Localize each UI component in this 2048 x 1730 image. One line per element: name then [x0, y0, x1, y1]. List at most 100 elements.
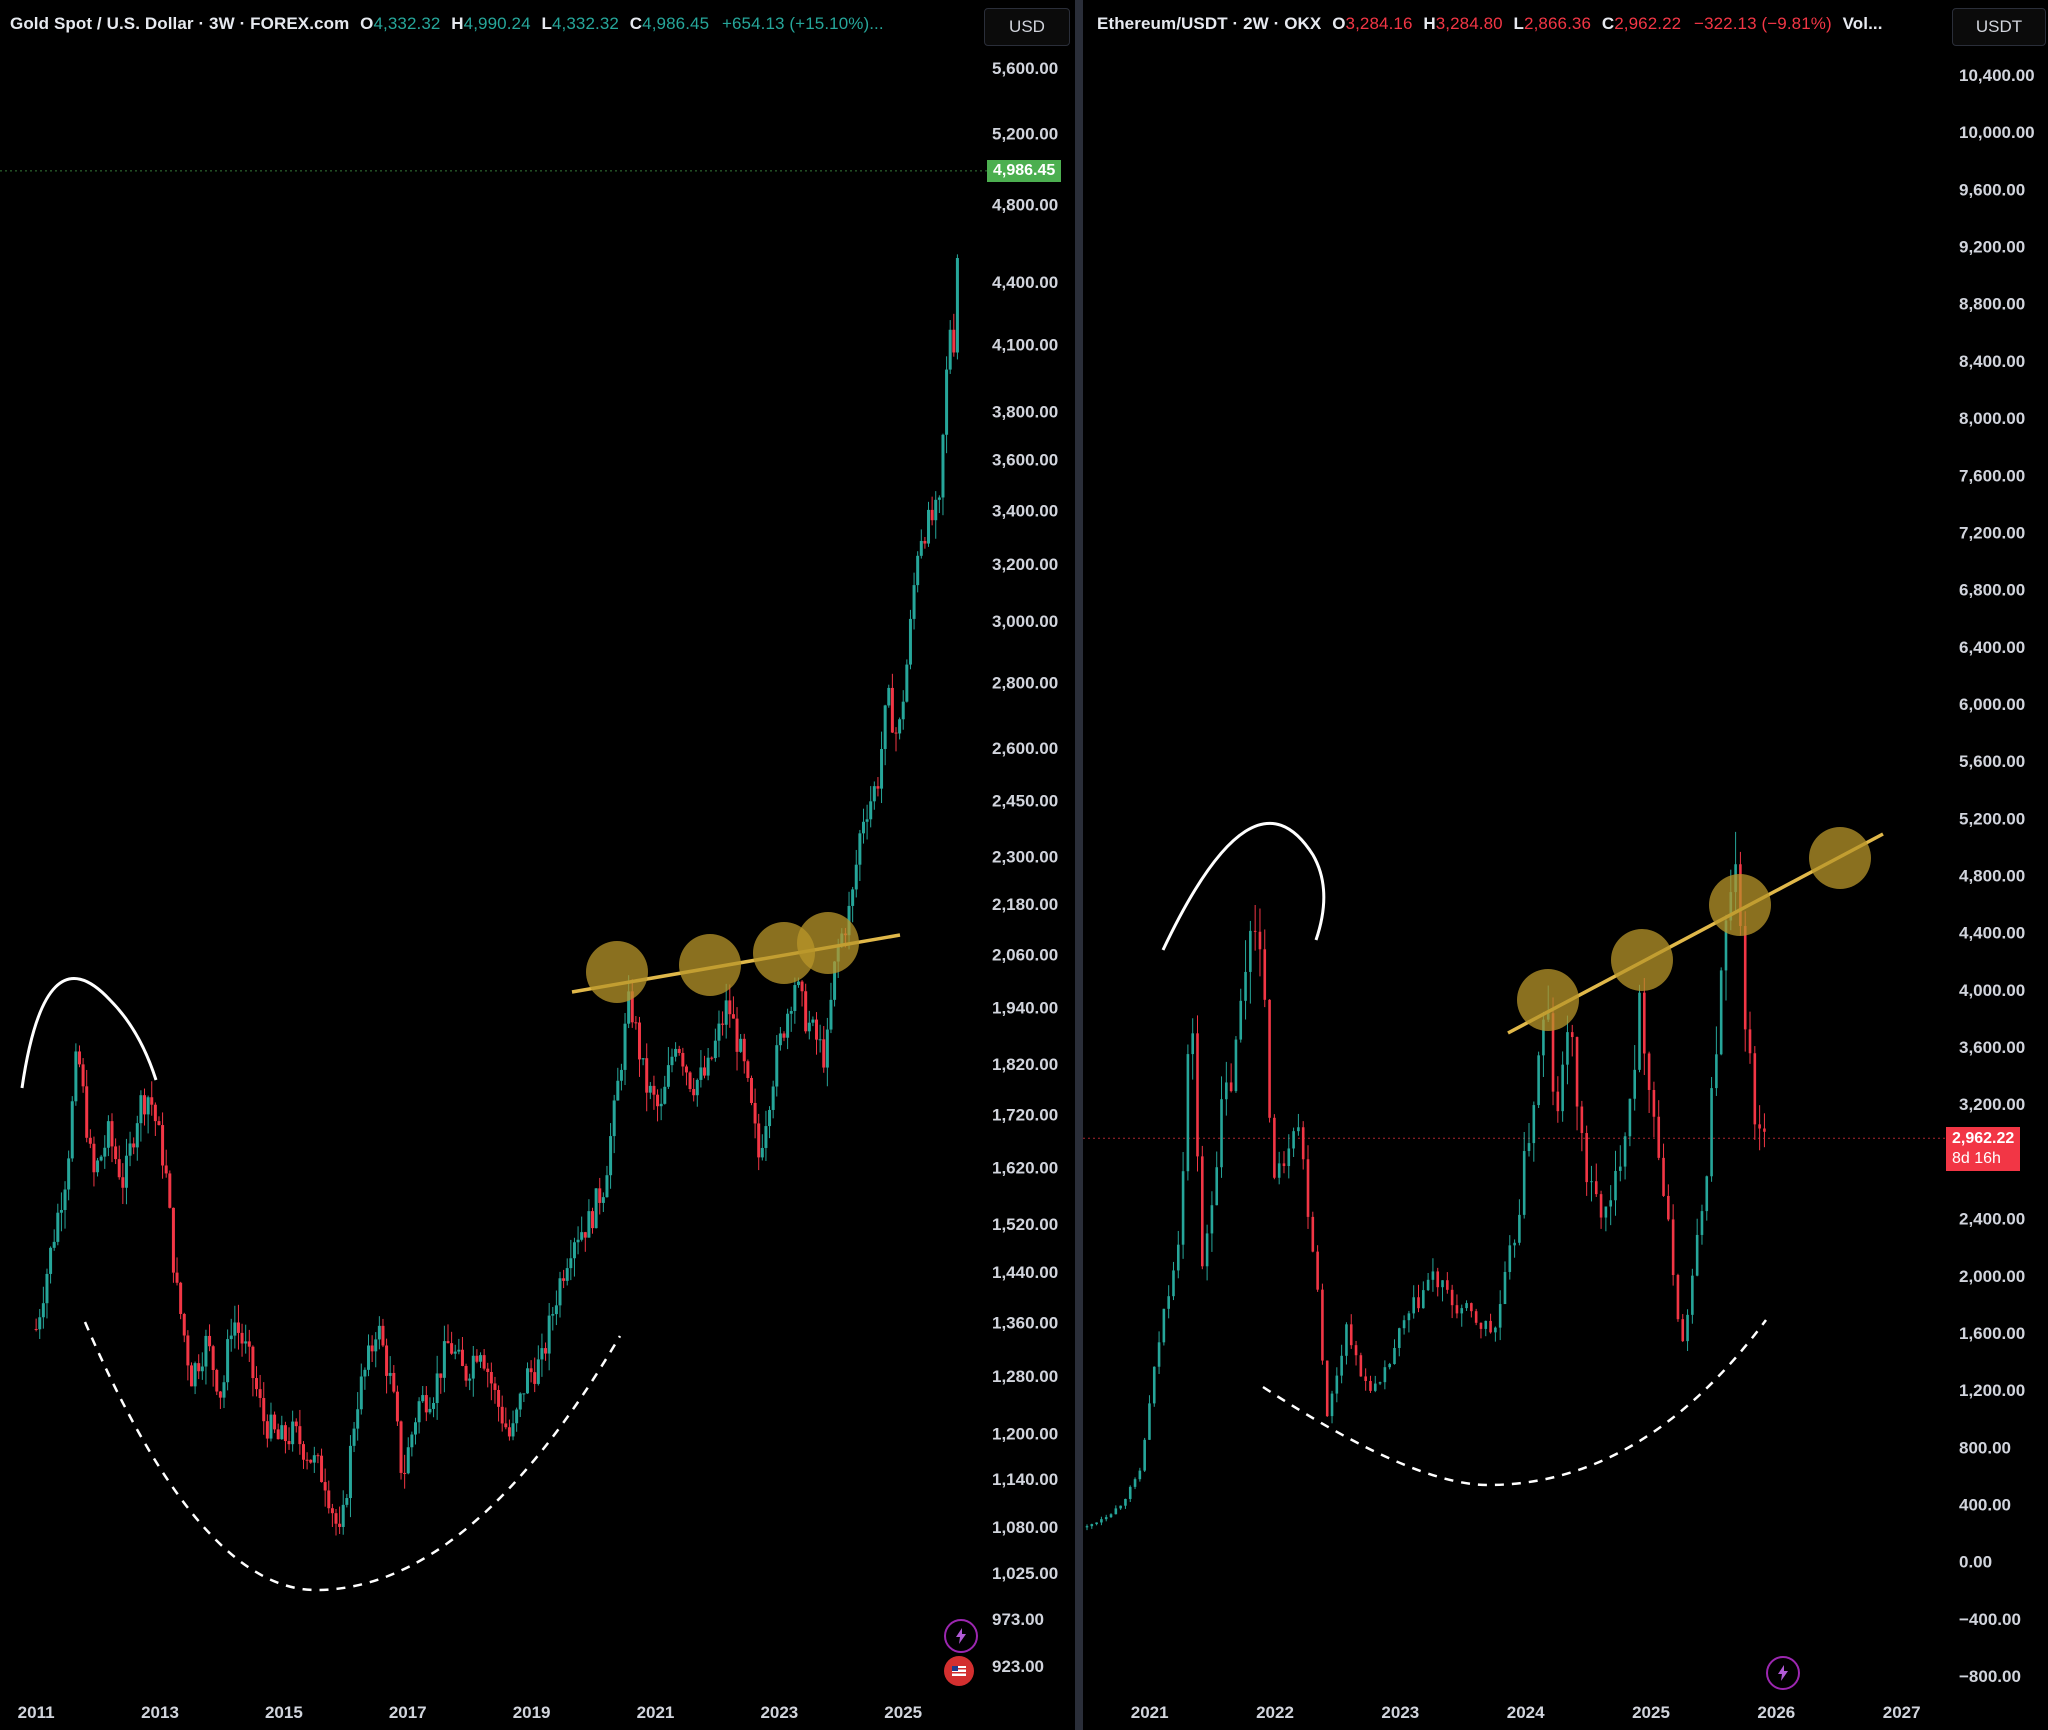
candle-body: [1618, 1166, 1622, 1171]
gold-currency-button[interactable]: USD: [984, 8, 1070, 46]
candle-body: [1753, 1053, 1757, 1125]
candle-body: [67, 1158, 71, 1190]
eth-volume-label: Vol...: [1842, 14, 1883, 33]
candle-body: [489, 1371, 493, 1384]
candle-body: [1388, 1364, 1391, 1368]
candle-body: [1748, 1029, 1752, 1054]
candle-body: [941, 434, 945, 498]
candle-body: [215, 1369, 219, 1392]
y-axis-tick-label: 5,600.00: [992, 59, 1058, 78]
candle-body: [825, 1029, 829, 1068]
candle-body: [41, 1303, 45, 1318]
candle-body: [175, 1272, 179, 1283]
candle-body: [1191, 1033, 1194, 1055]
y-axis-tick-label: 4,400.00: [992, 273, 1058, 292]
y-axis-tick-label: 3,200.00: [992, 555, 1058, 574]
candle-body: [45, 1273, 49, 1304]
eth-currency-button[interactable]: USDT: [1952, 8, 2046, 46]
candle-body: [1743, 925, 1747, 1030]
eth-legend: Ethereum/USDT · 2W · OKX O3,284.16 H3,28…: [1097, 14, 1883, 34]
eth-chart-canvas[interactable]: 10,400.00 10,000.00 9,600.00 9,200.00 8,800.…: [1083, 0, 2048, 1730]
candle-body: [641, 1058, 645, 1060]
candle-body: [197, 1363, 201, 1372]
candle-body: [110, 1121, 114, 1147]
candle-body: [413, 1422, 417, 1435]
candle-body: [554, 1305, 558, 1315]
candle-body: [1306, 1159, 1310, 1217]
candle-body: [171, 1207, 175, 1273]
candle-body: [898, 719, 902, 734]
candle-body: [222, 1382, 226, 1398]
y-axis-tick-label: 3,600.00: [1959, 1038, 2025, 1057]
candle-body: [1100, 1519, 1103, 1523]
eth-chart-pane[interactable]: 10,400.00 10,000.00 9,600.00 9,200.00 8,800.…: [1083, 0, 2048, 1730]
candle-body: [1119, 1505, 1122, 1509]
y-axis-tick-label: 1,440.00: [992, 1263, 1058, 1282]
candle-body: [1441, 1280, 1444, 1288]
candle-body: [1537, 1055, 1540, 1106]
y-axis-tick-label: 6,400.00: [1959, 638, 2025, 657]
candle-body: [551, 1314, 555, 1316]
candle-body: [1715, 1054, 1718, 1089]
candle-body: [648, 1085, 652, 1093]
y-axis-tick-label: 2,300.00: [992, 848, 1058, 867]
candle-body: [146, 1097, 150, 1115]
candle-body: [453, 1351, 457, 1354]
y-axis-tick-label: 8,800.00: [1959, 295, 2025, 314]
gold-chart-canvas[interactable]: 5,600.00 5,200.00 4,800.00 4,400.00 4,100.00…: [0, 0, 1075, 1730]
y-axis-tick-label: −800.00: [1959, 1667, 2021, 1686]
candle-body: [381, 1325, 385, 1346]
candle-body: [771, 1086, 775, 1110]
candle-body: [746, 1061, 750, 1078]
candle-body: [356, 1409, 360, 1429]
y-axis-tick-label: 5,200.00: [1959, 809, 2025, 828]
candle-body: [1176, 1244, 1180, 1271]
x-axis-tick-label: 2027: [1883, 1703, 1921, 1722]
candle-body: [1604, 1206, 1608, 1218]
candle-body: [85, 1086, 89, 1138]
gold-chart-pane[interactable]: 5,600.00 5,200.00 4,800.00 4,400.00 4,100.00…: [0, 0, 1075, 1730]
candle-body: [562, 1278, 566, 1281]
eth-open-value: 3,284.16: [1345, 14, 1413, 33]
candle-body: [1330, 1393, 1334, 1417]
x-axis-tick-label: 2025: [1632, 1703, 1670, 1722]
candle-body: [749, 1077, 753, 1103]
candle-body: [565, 1268, 569, 1281]
candle-body: [818, 1039, 822, 1041]
candle-body: [320, 1455, 324, 1483]
y-axis-tick-label: −400.00: [1959, 1610, 2021, 1629]
lightning-icon[interactable]: [1766, 1656, 1800, 1690]
pane-divider[interactable]: [1075, 0, 1083, 1730]
candle-body: [861, 821, 865, 834]
candle-body: [1422, 1290, 1425, 1309]
candle-body: [916, 555, 920, 586]
touch-circle: [679, 934, 741, 996]
candle-body: [1556, 1091, 1560, 1112]
candle-body: [464, 1365, 468, 1381]
candle-body: [739, 1038, 743, 1052]
candle-body: [103, 1147, 107, 1157]
candle-body: [710, 1057, 714, 1059]
lightning-icon[interactable]: [944, 1619, 978, 1653]
candle-body: [1479, 1322, 1483, 1329]
candle-body: [291, 1421, 295, 1445]
x-axis-tick-label: 2013: [141, 1703, 179, 1722]
candle-body: [804, 991, 808, 1032]
candle-body: [204, 1335, 208, 1367]
candle-body: [811, 1019, 815, 1023]
candle-body: [547, 1315, 551, 1354]
candle-body: [330, 1508, 334, 1514]
candle-body: [428, 1408, 432, 1413]
candle-body: [1662, 1157, 1665, 1196]
candle-body: [1686, 1314, 1689, 1342]
candle-body: [479, 1355, 483, 1362]
x-axis-tick-label: 2024: [1507, 1703, 1545, 1722]
us-flag-icon[interactable]: [944, 1656, 974, 1686]
gold-symbol: Gold Spot / U.S. Dollar · 3W · FOREX.com: [10, 14, 350, 33]
candle-body: [952, 329, 956, 353]
y-axis-tick-label: 1,200.00: [1959, 1381, 2025, 1400]
candle-body: [81, 1064, 85, 1087]
eth-last-price: 2,962.22: [1952, 1130, 2015, 1147]
candle-body: [1133, 1479, 1137, 1487]
candle-body: [298, 1426, 302, 1445]
